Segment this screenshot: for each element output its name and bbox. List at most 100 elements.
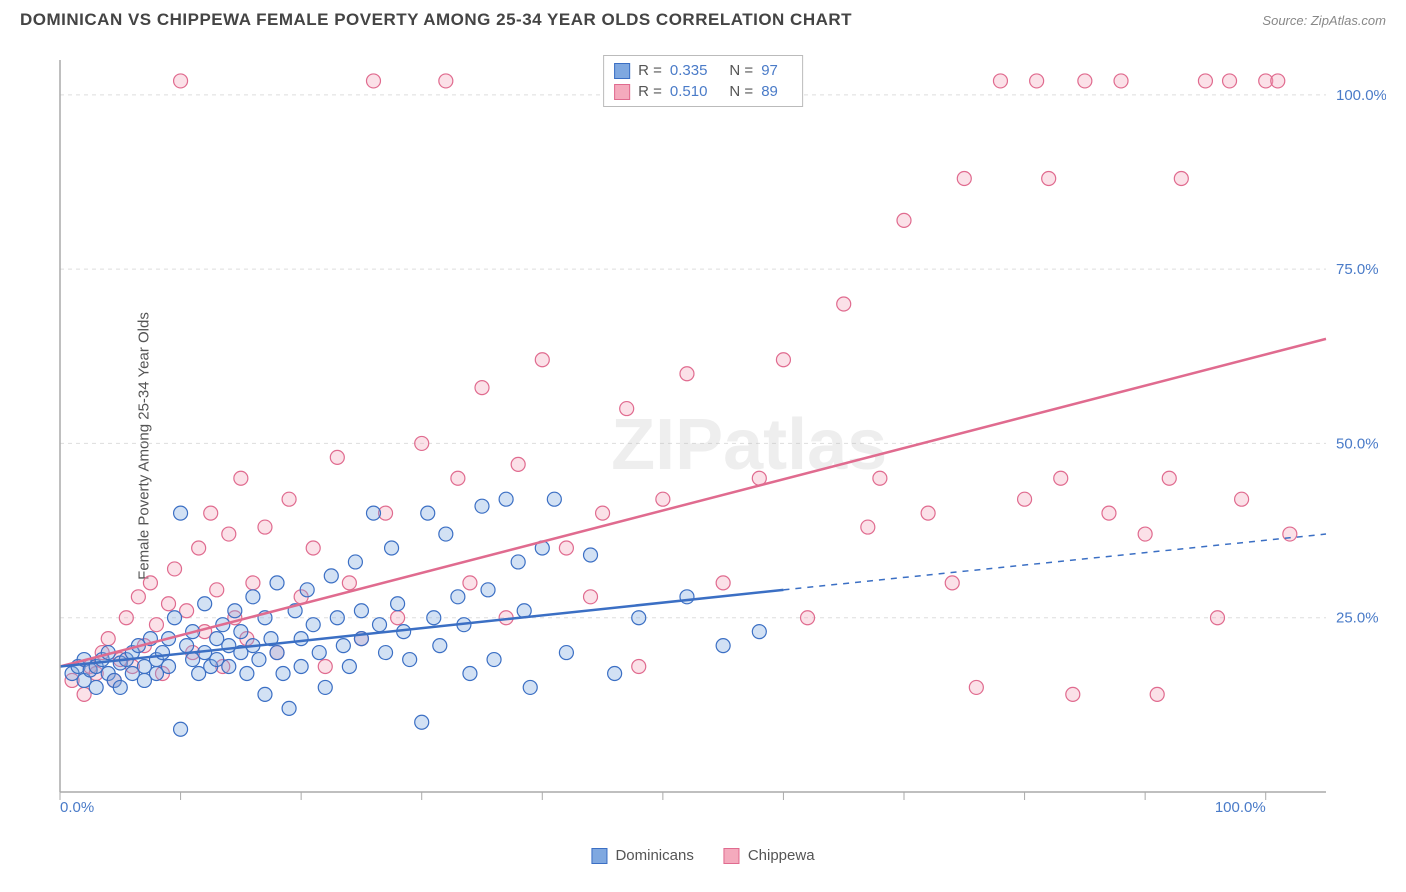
dominicans-point [180, 639, 194, 653]
legend-item-chippewa: Chippewa [724, 847, 815, 864]
dominicans-point [752, 625, 766, 639]
chippewa-point [258, 520, 272, 534]
dominicans-point [632, 611, 646, 625]
dominicans-point [240, 666, 254, 680]
chippewa-point [366, 74, 380, 88]
dominicans-point [234, 625, 248, 639]
chippewa-point [1114, 74, 1128, 88]
chippewa-point [1030, 74, 1044, 88]
chippewa-point [716, 576, 730, 590]
legend-swatch [724, 848, 740, 864]
chippewa-point [119, 611, 133, 625]
chippewa-point [1042, 172, 1056, 186]
dominicans-point [427, 611, 441, 625]
chippewa-point [475, 381, 489, 395]
dominicans-point [113, 680, 127, 694]
chippewa-point [957, 172, 971, 186]
dominicans-point [403, 653, 417, 667]
dominicans-point [89, 680, 103, 694]
chippewa-point [801, 611, 815, 625]
chippewa-point [1198, 74, 1212, 88]
y-tick-label: 75.0% [1336, 261, 1379, 278]
chippewa-point [234, 471, 248, 485]
legend-r-value: 0.510 [670, 83, 708, 100]
dominicans-point [481, 583, 495, 597]
legend-r-label: R = [638, 62, 662, 79]
chippewa-point [945, 576, 959, 590]
dominicans-point [168, 611, 182, 625]
dominicans-point [336, 639, 350, 653]
dominicans-point [559, 646, 573, 660]
chippewa-point [1235, 492, 1249, 506]
chippewa-point [873, 471, 887, 485]
dominicans-point [174, 506, 188, 520]
legend-n-label: N = [729, 62, 753, 79]
chippewa-point [149, 618, 163, 632]
dominicans-point [475, 499, 489, 513]
dominicans-point [415, 715, 429, 729]
dominicans-point [162, 660, 176, 674]
chippewa-point [1271, 74, 1285, 88]
x-tick-label: 100.0% [1215, 799, 1266, 812]
dominicans-point [373, 618, 387, 632]
chippewa-point [1078, 74, 1092, 88]
dominicans-point [354, 604, 368, 618]
legend-item-dominicans: Dominicans [591, 847, 693, 864]
chippewa-point [318, 660, 332, 674]
legend-correlation: R =0.335N =97R =0.510N =89 [603, 55, 803, 107]
dominicans-point [716, 639, 730, 653]
legend-swatch [591, 848, 607, 864]
dominicans-point [608, 666, 622, 680]
dominicans-point [306, 618, 320, 632]
chart-title: DOMINICAN VS CHIPPEWA FEMALE POVERTY AMO… [20, 10, 852, 30]
chippewa-point [168, 562, 182, 576]
chippewa-point [1150, 687, 1164, 701]
dominicans-point [155, 646, 169, 660]
y-tick-label: 50.0% [1336, 435, 1379, 452]
dominicans-point [318, 680, 332, 694]
chippewa-point [342, 576, 356, 590]
dominicans-point [433, 639, 447, 653]
chippewa-point [246, 576, 260, 590]
chippewa-point [511, 457, 525, 471]
chippewa-point [837, 297, 851, 311]
dominicans-point [294, 632, 308, 646]
dominicans-point [270, 646, 284, 660]
dominicans-point [366, 506, 380, 520]
dominicans-point [294, 660, 308, 674]
watermark: ZIPatlas [611, 405, 887, 485]
chippewa-point [559, 541, 573, 555]
legend-n-label: N = [729, 83, 753, 100]
dominicans-point [252, 653, 266, 667]
dominicans-point [246, 590, 260, 604]
legend-n-value: 97 [761, 62, 778, 79]
legend-swatch [614, 84, 630, 100]
chart-svg: 25.0%50.0%75.0%100.0%ZIPatlas0.0%100.0% [50, 50, 1386, 812]
chippewa-point [1066, 687, 1080, 701]
chippewa-point [306, 541, 320, 555]
legend-r-value: 0.335 [670, 62, 708, 79]
chippewa-point [632, 660, 646, 674]
chippewa-point [776, 353, 790, 367]
x-tick-label: 0.0% [60, 799, 94, 812]
dominicans-point [270, 576, 284, 590]
dominicans-point [523, 680, 537, 694]
chart-source: Source: ZipAtlas.com [1262, 13, 1386, 28]
chippewa-point [439, 74, 453, 88]
dominicans-point [330, 611, 344, 625]
dominicans-point [391, 597, 405, 611]
chippewa-point [1174, 172, 1188, 186]
chippewa-point [680, 367, 694, 381]
chippewa-point [535, 353, 549, 367]
dominicans-point [348, 555, 362, 569]
y-tick-label: 100.0% [1336, 87, 1386, 104]
chippewa-point [861, 520, 875, 534]
chippewa-point [391, 611, 405, 625]
legend-r-label: R = [638, 83, 662, 100]
source-label: Source: [1262, 13, 1307, 28]
legend-row-dominicans: R = 0.335 N = 97 [614, 60, 792, 81]
chippewa-point [131, 590, 145, 604]
chippewa-point [143, 576, 157, 590]
chippewa-point [921, 506, 935, 520]
dominicans-point [282, 701, 296, 715]
